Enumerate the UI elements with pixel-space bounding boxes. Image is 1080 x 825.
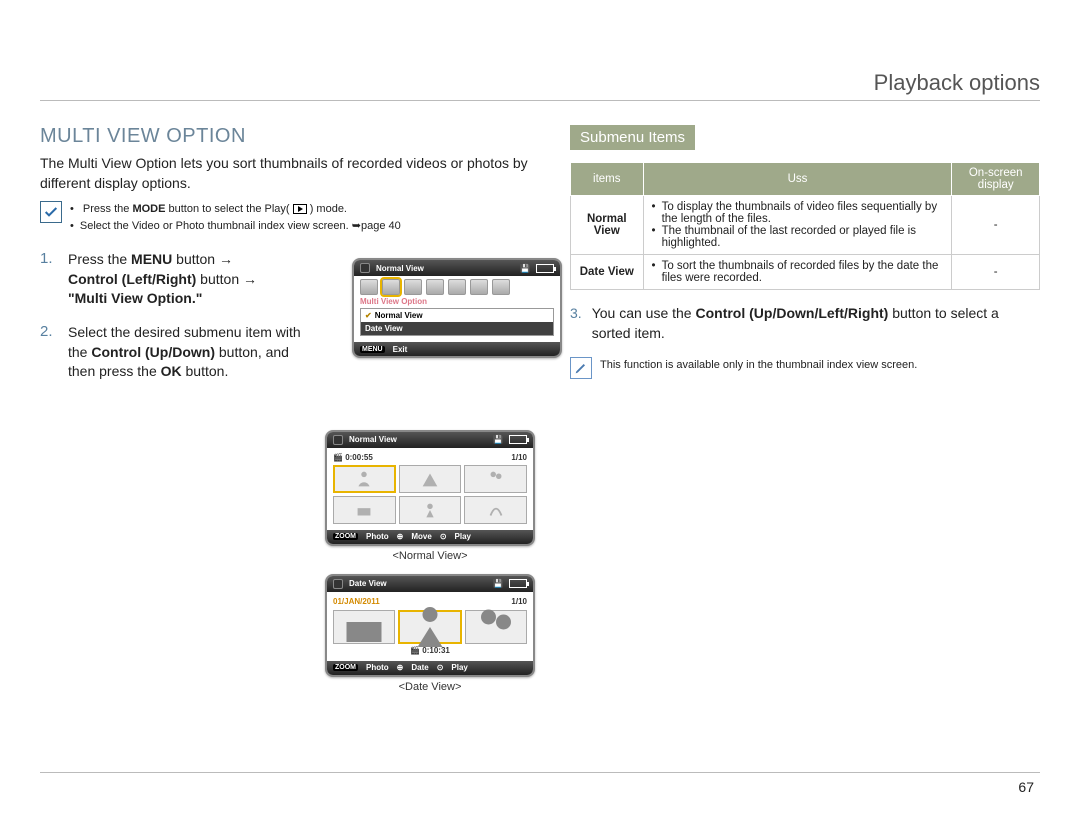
prenote-line1: Press the MODE button to select the Play… <box>70 201 401 218</box>
step2-text: Select the desired submenu item with the… <box>68 323 318 382</box>
step3-text: You can use the Control (Up/Down/Left/Ri… <box>592 304 1040 343</box>
lcd-menu-header: Normal View <box>376 264 424 273</box>
pre-note: Press the MODE button to select the Play… <box>40 201 540 234</box>
th-items: items <box>571 163 644 196</box>
th-use: Uss <box>643 163 952 196</box>
page-number: 67 <box>1018 779 1034 795</box>
battery-icon <box>536 264 554 273</box>
card-icon: 💾 <box>520 264 530 273</box>
step2-num: 2. <box>40 323 58 340</box>
lcd-menu-subtitle: Multi View Option <box>360 297 554 306</box>
normal-caption: <Normal View> <box>393 550 468 562</box>
lcd-menu-row-date: Date View <box>361 322 553 335</box>
lcd-menu-row-normal: ✔Normal View <box>361 309 553 322</box>
prenote-line2: Select the Video or Photo thumbnail inde… <box>70 218 401 235</box>
table-row: Normal View To display the thumbnails of… <box>571 196 1040 255</box>
camera-icon <box>360 263 370 273</box>
lcd-menu: Normal View 💾 Multi View Option ✔Normal … <box>352 258 562 358</box>
play-icon <box>293 204 307 214</box>
section-intro: The Multi View Option lets you sort thum… <box>40 154 540 193</box>
lcd-exit-label: Exit <box>393 345 408 354</box>
submenu-heading: Submenu Items <box>570 125 695 150</box>
footnote: This function is available only in the t… <box>600 357 917 374</box>
table-row: Date View To sort the thumbnails of reco… <box>571 255 1040 290</box>
step3-num: 3. <box>570 304 582 343</box>
section-title: MULTI VIEW OPTION <box>40 125 540 148</box>
lcd-normal-view: Normal View 💾 🎬 0:00:551/10 ZOOM <box>325 430 535 546</box>
pencil-icon <box>570 357 592 379</box>
th-osd: On-screen display <box>952 163 1040 196</box>
check-icon <box>40 201 62 223</box>
date-caption: <Date View> <box>399 681 462 693</box>
footer-rule <box>40 772 1040 773</box>
submenu-table: items Uss On-screen display Normal View … <box>570 162 1040 290</box>
step1-text: Press the MENU button → Control (Left/Ri… <box>68 250 318 309</box>
step1-num: 1. <box>40 250 58 267</box>
page-header: Playback options <box>40 70 1040 101</box>
camera-icon <box>333 435 343 445</box>
lcd-date-view: Date View 💾 01/JAN/20111/10 🎬 0:10:31 ZO… <box>325 574 535 677</box>
